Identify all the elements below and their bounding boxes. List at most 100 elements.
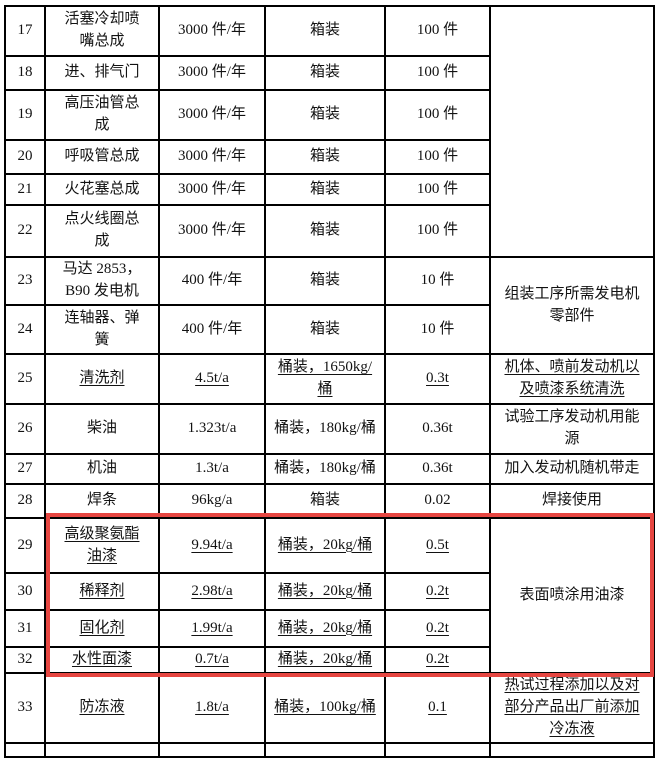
table-row: 27 机油 1.3t/a 桶装，180kg/桶 0.36t 加入发动机随机带走 [4,453,655,485]
cell-remark: 试验工序发动机用能 源 [489,403,655,455]
cell-name: 固化剂 [44,609,160,648]
table-row: 32 水性面漆 0.7t/a 桶装，20kg/桶 0.2t [4,646,654,674]
cell-no: 21 [4,173,46,206]
cell-store: 0.3t [384,353,491,405]
cell-store: 100 件 [384,5,491,57]
cell-pack: 桶装，20kg/桶 [264,572,386,611]
cell-remark: 组装工序所需发电机 零部件 [489,256,655,355]
cell-qty: 3000 件/年 [158,5,266,57]
cell-qty: 0.7t/a [158,646,266,674]
cell-name: 高压油管总 成 [44,89,160,141]
cell-store: 0.2t [384,646,491,674]
table-row: 33 防冻液 1.8t/a 桶装，100kg/桶 0.1 热试过程添加以及对 部… [4,672,655,744]
table-row: 17 活塞冷却喷 嘴总成 3000 件/年 箱装 100 件 [4,5,655,258]
cell-name: 点火线圈总 成 [44,204,160,258]
cell-pack: 箱装 [264,304,386,355]
cell-no: 22 [4,204,46,258]
cell-store: 10 件 [384,256,491,306]
cell-qty: 3000 件/年 [158,204,266,258]
cell-store: 0.1 [384,672,491,744]
cell-no: 19 [4,89,46,141]
cell-name: 焊条 [44,483,160,519]
cell-no: 27 [4,453,46,485]
cell-store: 100 件 [384,89,491,141]
table-row: 23 马达 2853， B90 发电机 400 件/年 箱装 10 件 组装工序… [4,256,655,355]
cell-qty: 3000 件/年 [158,173,266,206]
cell-no: 33 [4,672,46,744]
cell-store: 0.36t [384,403,491,455]
table-row: 31 固化剂 1.99t/a 桶装，20kg/桶 0.2t [4,609,654,648]
cell-store: 0.36t [384,453,491,485]
cell-pack: 桶装，20kg/桶 [264,646,386,674]
cell-qty: 3000 件/年 [158,139,266,175]
cell-name: 进、排气门 [44,55,160,91]
cell-qty: 1.323t/a [158,403,266,455]
cell-pack: 桶装，180kg/桶 [264,453,386,485]
cell-qty [158,742,266,758]
cell-pack: 箱装 [264,483,386,519]
cell-store: 0.5t [384,517,491,574]
cell-qty: 96kg/a [158,483,266,519]
table-row: 18 进、排气门 3000 件/年 箱装 100 件 [4,55,654,91]
cell-pack: 箱装 [264,55,386,91]
cell-name: 马达 2853， B90 发电机 [44,256,160,306]
cell-qty: 3000 件/年 [158,89,266,141]
cell-qty: 4.5t/a [158,353,266,405]
cell-store: 100 件 [384,173,491,206]
cell-qty: 1.3t/a [158,453,266,485]
cell-name: 清洗剂 [44,353,160,405]
cell-pack [264,742,386,758]
cell-name: 机油 [44,453,160,485]
table-row: 22 点火线圈总 成 3000 件/年 箱装 100 件 [4,204,654,258]
cell-pack: 桶装，20kg/桶 [264,609,386,648]
table-row: 25 清洗剂 4.5t/a 桶装，1650kg/ 桶 0.3t 机体、喷前发动机… [4,353,655,405]
table-row: 20 呼吸管总成 3000 件/年 箱装 100 件 [4,139,654,175]
cell-name: 柴油 [44,403,160,455]
materials-table: 17 活塞冷却喷 嘴总成 3000 件/年 箱装 100 件 18 进、排气门 … [4,5,655,758]
cell-pack: 桶装，1650kg/ 桶 [264,353,386,405]
cell-qty: 1.8t/a [158,672,266,744]
cell-pack: 箱装 [264,256,386,306]
cell-name: 高级聚氨酯 油漆 [44,517,160,574]
cell-pack: 桶装，180kg/桶 [264,403,386,455]
cell-pack: 箱装 [264,173,386,206]
table-row: 19 高压油管总 成 3000 件/年 箱装 100 件 [4,89,654,141]
cell-store: 10 件 [384,304,491,355]
cell-qty: 400 件/年 [158,304,266,355]
cell-no: 28 [4,483,46,519]
cell-no [4,742,46,758]
cell-store: 0.02 [384,483,491,519]
cell-no: 17 [4,5,46,57]
cell-name: 稀释剂 [44,572,160,611]
cell-qty: 1.99t/a [158,609,266,648]
cell-store: 100 件 [384,55,491,91]
cell-pack: 箱装 [264,204,386,258]
cell-pack: 桶装，100kg/桶 [264,672,386,744]
cell-qty: 400 件/年 [158,256,266,306]
cell-store: 0.2t [384,572,491,611]
cell-no: 18 [4,55,46,91]
cell-store: 100 件 [384,204,491,258]
cell-name: 火花塞总成 [44,173,160,206]
cell-remark: 加入发动机随机带走 [489,453,655,485]
cell-qty: 9.94t/a [158,517,266,574]
cell-store [384,742,491,758]
cell-no: 24 [4,304,46,355]
cell-no: 29 [4,517,46,574]
table-row: 21 火花塞总成 3000 件/年 箱装 100 件 [4,173,654,206]
cell-remark [489,5,655,258]
cell-pack: 箱装 [264,89,386,141]
cell-pack: 箱装 [264,139,386,175]
cell-qty: 3000 件/年 [158,55,266,91]
cell-store: 100 件 [384,139,491,175]
table-row: 26 柴油 1.323t/a 桶装，180kg/桶 0.36t 试验工序发动机用… [4,403,655,455]
cell-remark [489,742,655,758]
cell-qty: 2.98t/a [158,572,266,611]
cell-pack: 桶装，20kg/桶 [264,517,386,574]
cell-remark: 焊接使用 [489,483,655,519]
cell-no: 20 [4,139,46,175]
cell-name: 活塞冷却喷 嘴总成 [44,5,160,57]
cell-no: 32 [4,646,46,674]
cell-no: 26 [4,403,46,455]
cell-remark: 热试过程添加以及对 部分产品出厂前添加 冷冻液 [489,672,655,744]
